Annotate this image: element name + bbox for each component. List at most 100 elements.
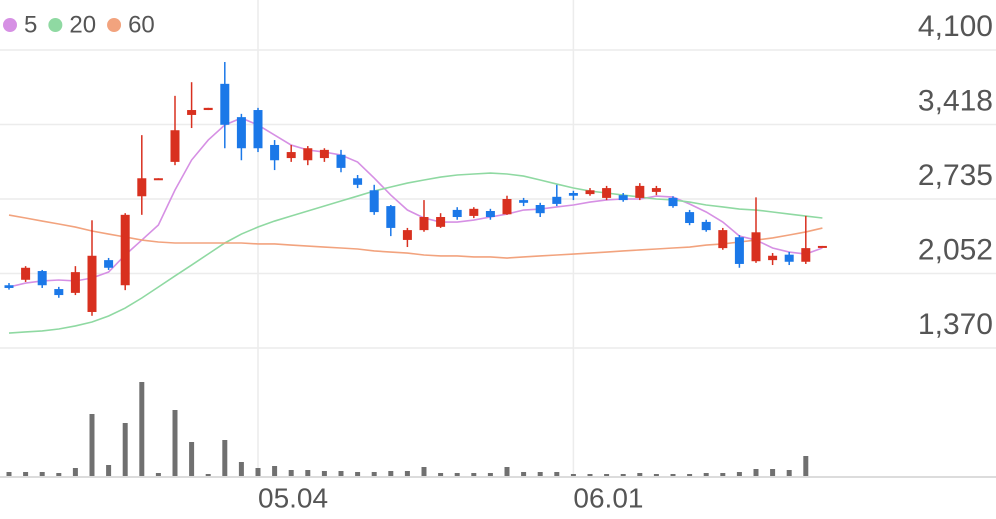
- volume-bar: [272, 466, 278, 476]
- candle-body: [502, 199, 512, 215]
- volume-bar: [122, 423, 128, 476]
- volume-bar: [106, 465, 112, 476]
- legend-label: 20: [69, 11, 96, 38]
- candle-body: [718, 230, 728, 249]
- volume-bar: [521, 472, 527, 476]
- volume-bar: [587, 474, 593, 476]
- volume-bar: [670, 474, 676, 476]
- candle-body: [817, 245, 827, 248]
- x-tick-label: 05.04: [258, 482, 328, 513]
- candle-body: [419, 217, 429, 231]
- volume-bar: [637, 473, 643, 476]
- volume-bar: [56, 473, 62, 476]
- candle-body: [236, 117, 246, 149]
- candle-body: [784, 254, 794, 262]
- candle-body: [519, 200, 529, 203]
- candle-body: [54, 289, 64, 296]
- candle-body: [87, 255, 97, 312]
- candle-body: [21, 267, 31, 280]
- legend-label: 5: [24, 11, 37, 38]
- volume-bar: [388, 471, 394, 476]
- volume-bar: [620, 474, 626, 476]
- candle-body: [635, 185, 645, 198]
- volume-bar: [255, 468, 261, 476]
- volume-bar: [288, 470, 294, 476]
- y-tick-label: 4,100: [918, 10, 993, 43]
- candle-body: [4, 285, 14, 288]
- candle-body: [286, 152, 296, 159]
- legend-marker: [107, 18, 122, 32]
- ma-line: [8, 214, 823, 259]
- candle-body: [469, 208, 479, 216]
- candle-body: [436, 217, 446, 227]
- volume-bar: [172, 410, 178, 476]
- volume-bar: [604, 474, 610, 476]
- volume-bar: [537, 472, 543, 476]
- y-tick-label: 2,735: [918, 159, 993, 192]
- volume-bar: [570, 474, 576, 476]
- candle-body: [452, 209, 462, 218]
- volume-bar: [786, 470, 792, 476]
- y-tick-label: 1,370: [918, 308, 993, 341]
- volume-bar: [454, 473, 460, 476]
- candle-body: [618, 195, 628, 201]
- volume-bar: [6, 472, 12, 476]
- candle-body: [734, 237, 744, 264]
- volume-bar: [720, 473, 726, 476]
- candle-body: [668, 197, 678, 207]
- volume-bar: [404, 471, 410, 476]
- candle-body: [70, 272, 80, 293]
- volume-bar: [139, 382, 145, 476]
- volume-bar: [355, 472, 361, 476]
- candle-body: [386, 206, 396, 228]
- candle-body: [369, 190, 379, 213]
- x-tick-label: 06.01: [573, 482, 643, 513]
- volume-bar: [39, 472, 45, 476]
- candle-body: [485, 211, 495, 218]
- volume-bar: [222, 440, 228, 476]
- volume-bar: [189, 442, 195, 476]
- candle-body: [685, 212, 695, 224]
- legend-label: 60: [128, 11, 155, 38]
- candle-body: [353, 178, 363, 185]
- candle-body: [402, 230, 412, 240]
- volume-bar: [321, 471, 327, 476]
- candle-body: [303, 148, 313, 161]
- candle-body: [768, 255, 778, 261]
- legend-marker: [3, 18, 17, 32]
- candle-body: [253, 110, 263, 149]
- volume-bar: [770, 469, 776, 476]
- candle-body: [220, 83, 230, 125]
- volume-bar: [238, 462, 244, 476]
- volume-bar: [471, 473, 477, 476]
- volume-bar: [653, 474, 659, 476]
- volume-bar: [23, 472, 29, 476]
- volume-bar: [504, 467, 510, 476]
- candle-body: [203, 107, 213, 111]
- candle-body: [187, 110, 197, 115]
- ma-line: [8, 172, 823, 334]
- candle-body: [336, 154, 346, 168]
- candle-body: [120, 214, 130, 286]
- candle-body: [751, 232, 761, 262]
- volume-bar: [421, 467, 427, 476]
- candle-body: [137, 178, 147, 197]
- volume-bar: [338, 471, 344, 476]
- candle-body: [37, 271, 47, 286]
- volume-bar: [736, 472, 742, 476]
- candle-body: [270, 144, 280, 161]
- volume-bar: [89, 414, 95, 476]
- volume-bar: [753, 469, 759, 476]
- y-tick-label: 2,052: [918, 233, 993, 266]
- candle-body: [701, 221, 711, 231]
- candle-body: [651, 188, 661, 192]
- volume-bar: [438, 473, 444, 476]
- candle-body: [585, 190, 595, 195]
- candle-body: [153, 178, 163, 181]
- candle-body: [568, 192, 578, 196]
- candle-body: [104, 260, 114, 268]
- volume-bar: [371, 472, 377, 476]
- volume-bar: [72, 468, 78, 476]
- y-tick-label: 3,418: [918, 84, 993, 117]
